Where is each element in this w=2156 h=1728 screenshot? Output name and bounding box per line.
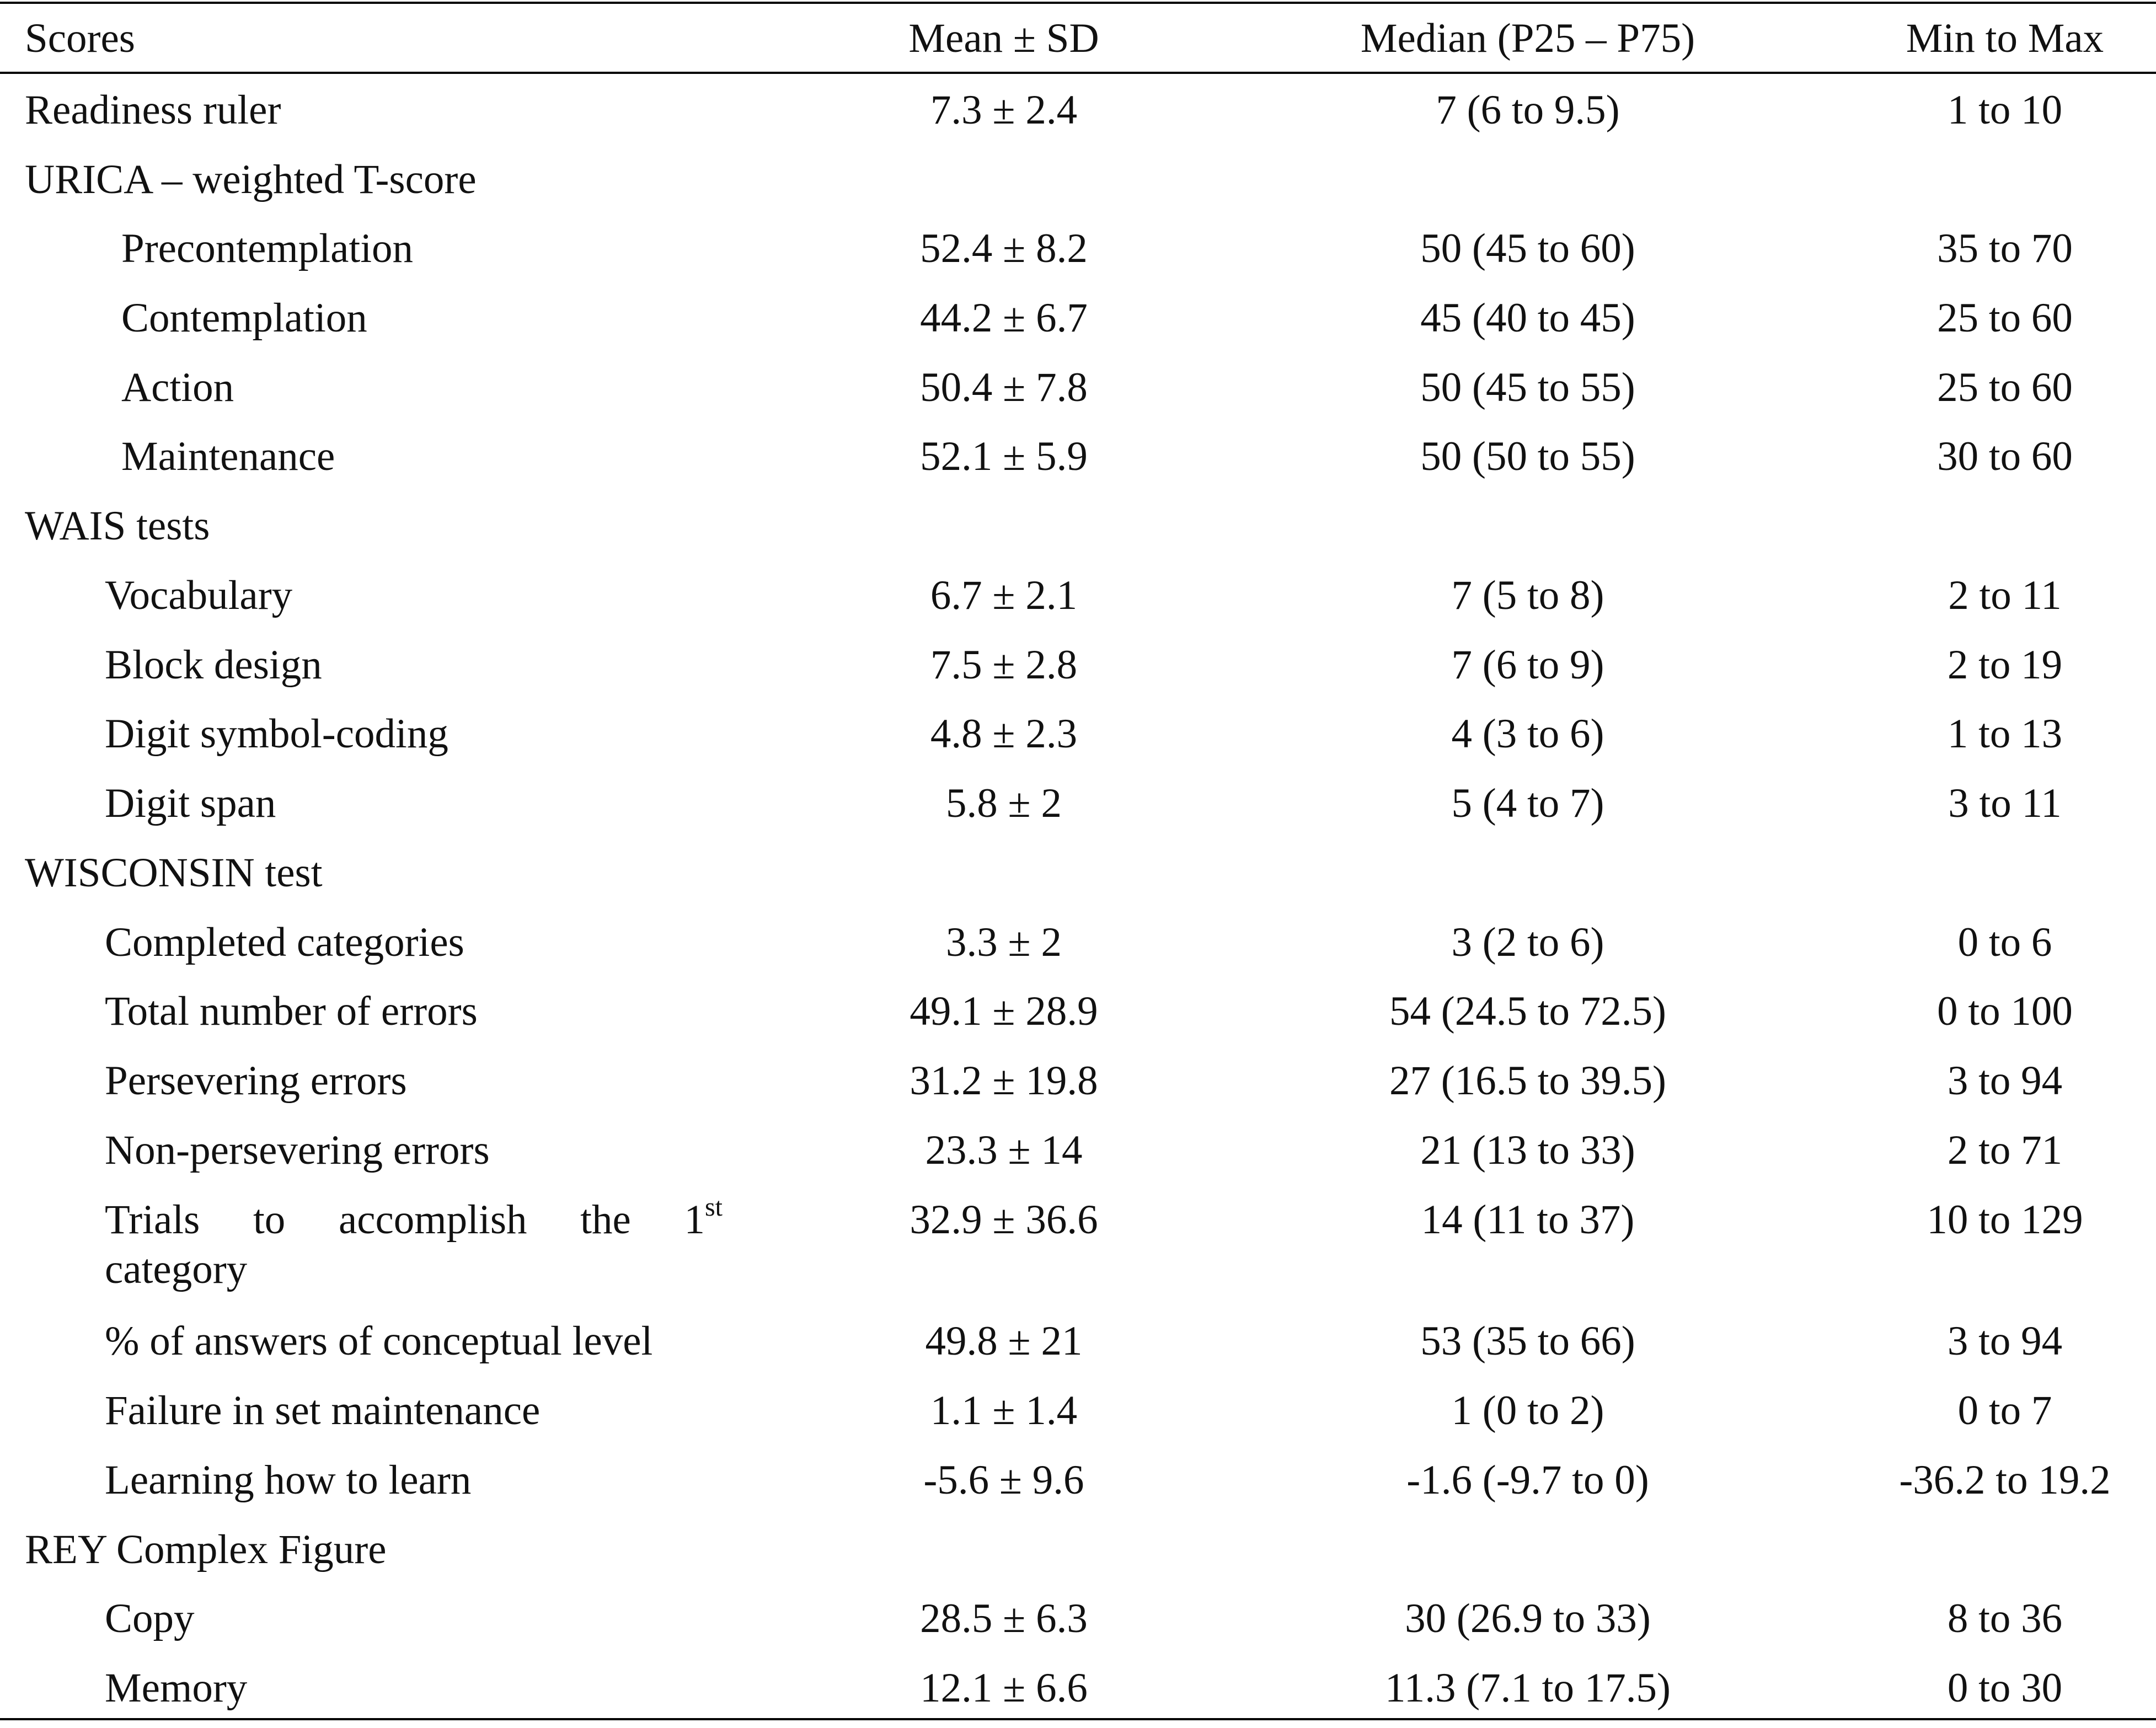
row-range: 1 to 10 bbox=[1947, 87, 2063, 133]
row-mean: 1.1 ± 1.4 bbox=[930, 1388, 1078, 1433]
row-range: 3 to 94 bbox=[1947, 1058, 2063, 1104]
row-median: 21 (13 to 33) bbox=[1420, 1127, 1635, 1173]
row-mean: 3.3 ± 2 bbox=[946, 919, 1062, 965]
row-median: 27 (16.5 to 39.5) bbox=[1389, 1058, 1667, 1104]
row-label: Memory bbox=[105, 1665, 248, 1711]
row-mean: 7.3 ± 2.4 bbox=[930, 87, 1078, 133]
row-label: Digit symbol-coding bbox=[105, 711, 448, 757]
row-mean: 5.8 ± 2 bbox=[946, 780, 1062, 826]
row-label-line2: category bbox=[105, 1246, 248, 1292]
row-label: Non-persevering errors bbox=[105, 1127, 490, 1173]
row-label: Readiness ruler bbox=[25, 87, 281, 133]
ordinal-suffix: st bbox=[704, 1192, 723, 1222]
row-mean: 52.1 ± 5.9 bbox=[920, 434, 1088, 479]
row-mean: 49.1 ± 28.9 bbox=[910, 988, 1098, 1034]
row-median: 50 (45 to 55) bbox=[1420, 365, 1635, 410]
row-label: Block design bbox=[105, 642, 322, 688]
row-range: 25 to 60 bbox=[1937, 365, 2073, 410]
row-label: Learning how to learn bbox=[105, 1457, 472, 1503]
row-mean: 50.4 ± 7.8 bbox=[920, 365, 1088, 410]
row-median: 50 (45 to 60) bbox=[1420, 226, 1635, 271]
row-mean: 23.3 ± 14 bbox=[925, 1127, 1083, 1173]
row-mean: 4.8 ± 2.3 bbox=[930, 711, 1078, 757]
row-median: -1.6 (-9.7 to 0) bbox=[1406, 1457, 1649, 1503]
row-mean: 12.1 ± 6.6 bbox=[920, 1665, 1088, 1711]
row-label: Action bbox=[121, 365, 234, 410]
row-range: 35 to 70 bbox=[1937, 226, 2073, 271]
row-label: Total number of errors bbox=[105, 988, 478, 1034]
label-word: the bbox=[580, 1197, 631, 1243]
table-top-rule bbox=[0, 2, 2156, 4]
row-label: Precontemplation bbox=[121, 226, 414, 271]
row-range: 3 to 94 bbox=[1947, 1318, 2063, 1364]
header-scores: Scores bbox=[25, 15, 135, 61]
row-median: 3 (2 to 6) bbox=[1451, 919, 1604, 965]
table-header-rule bbox=[0, 72, 2156, 74]
row-range: 8 to 36 bbox=[1947, 1596, 2063, 1641]
row-range: 0 to 100 bbox=[1937, 988, 2073, 1034]
row-mean: 7.5 ± 2.8 bbox=[930, 642, 1078, 688]
row-mean: -5.6 ± 9.6 bbox=[923, 1457, 1084, 1503]
row-median: 45 (40 to 45) bbox=[1420, 295, 1635, 341]
row-range: 0 to 30 bbox=[1947, 1665, 2063, 1711]
row-range: 25 to 60 bbox=[1937, 295, 2073, 341]
row-median: 4 (3 to 6) bbox=[1451, 711, 1604, 757]
row-mean: 49.8 ± 21 bbox=[925, 1318, 1083, 1364]
row-median: 7 (5 to 8) bbox=[1451, 573, 1604, 618]
row-range: 30 to 60 bbox=[1937, 434, 2073, 479]
row-label-line1: Trials to accomplish the 1st bbox=[105, 1194, 723, 1246]
row-mean: 6.7 ± 2.1 bbox=[930, 573, 1078, 618]
table-bottom-rule bbox=[0, 1718, 2156, 1720]
header-mean-sd: Mean ± SD bbox=[908, 15, 1099, 61]
row-range: 1 to 13 bbox=[1947, 711, 2063, 757]
section-label: REY Complex Figure bbox=[25, 1527, 387, 1572]
section-label: URICA – weighted T-score bbox=[25, 157, 477, 202]
row-median: 14 (11 to 37) bbox=[1421, 1197, 1635, 1243]
row-median: 7 (6 to 9.5) bbox=[1436, 87, 1620, 133]
header-median: Median (P25 – P75) bbox=[1360, 15, 1695, 61]
row-median: 11.3 (7.1 to 17.5) bbox=[1384, 1665, 1671, 1711]
row-label: Copy bbox=[105, 1596, 195, 1641]
row-label: % of answers of conceptual level bbox=[105, 1318, 653, 1364]
section-label: WAIS tests bbox=[25, 503, 210, 549]
row-mean: 32.9 ± 36.6 bbox=[910, 1197, 1098, 1243]
row-range: 0 to 6 bbox=[1957, 919, 2052, 965]
row-mean: 28.5 ± 6.3 bbox=[920, 1596, 1088, 1641]
row-label-multiline: Trials to accomplish the 1st category bbox=[105, 1194, 723, 1296]
row-median: 5 (4 to 7) bbox=[1451, 780, 1604, 826]
label-word: accomplish bbox=[338, 1197, 527, 1243]
section-label: WISCONSIN test bbox=[25, 850, 323, 896]
row-range: 0 to 7 bbox=[1957, 1388, 2052, 1433]
row-label: Maintenance bbox=[121, 434, 335, 479]
label-word-ordinal: 1st bbox=[684, 1194, 723, 1246]
row-range: 10 to 129 bbox=[1927, 1197, 2083, 1243]
row-median: 50 (50 to 55) bbox=[1420, 434, 1635, 479]
row-mean: 44.2 ± 6.7 bbox=[920, 295, 1088, 341]
row-mean: 52.4 ± 8.2 bbox=[920, 226, 1088, 271]
row-label: Vocabulary bbox=[105, 573, 293, 618]
row-median: 54 (24.5 to 72.5) bbox=[1389, 988, 1667, 1034]
row-range: 3 to 11 bbox=[1948, 780, 2062, 826]
row-range: 2 to 19 bbox=[1947, 642, 2063, 688]
row-median: 30 (26.9 to 33) bbox=[1405, 1596, 1651, 1641]
row-label: Failure in set maintenance bbox=[105, 1388, 541, 1433]
header-min-max: Min to Max bbox=[1906, 15, 2104, 61]
row-range: -36.2 to 19.2 bbox=[1899, 1457, 2111, 1503]
row-range: 2 to 71 bbox=[1947, 1127, 2063, 1173]
ordinal-number: 1 bbox=[684, 1197, 705, 1243]
row-label: Completed categories bbox=[105, 919, 464, 965]
row-median: 53 (35 to 66) bbox=[1420, 1318, 1635, 1364]
row-label: Persevering errors bbox=[105, 1058, 407, 1104]
row-median: 1 (0 to 2) bbox=[1451, 1388, 1604, 1433]
row-median: 7 (6 to 9) bbox=[1451, 642, 1604, 688]
row-label: Digit span bbox=[105, 780, 276, 826]
label-word: to bbox=[253, 1197, 286, 1243]
row-label: Contemplation bbox=[121, 295, 367, 341]
label-word: Trials bbox=[105, 1197, 200, 1243]
row-range: 2 to 11 bbox=[1948, 573, 2062, 618]
row-mean: 31.2 ± 19.8 bbox=[910, 1058, 1098, 1104]
